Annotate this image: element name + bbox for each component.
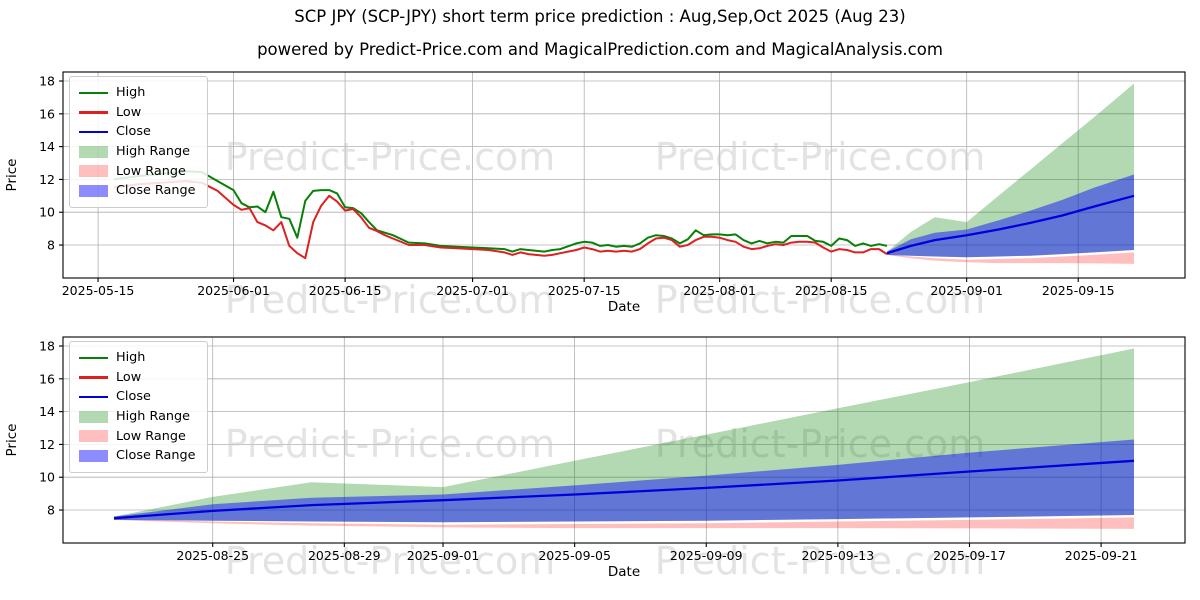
watermark-text: Predict-Price.com (655, 135, 986, 179)
legend-label: Close Range (116, 448, 196, 464)
watermark-text: Predict-Price.com (225, 422, 556, 466)
legend-line-swatch (79, 130, 108, 134)
y-tick-label: 10 (39, 470, 55, 485)
legend-item-low: Low (79, 103, 207, 123)
watermark-text: Predict-Price.com (225, 278, 556, 322)
legend-item-close-range: Close Range (79, 446, 207, 466)
axes-frame (62, 71, 1186, 279)
y-tick-label: 16 (39, 371, 55, 386)
axis-label-date: Date (608, 299, 640, 315)
watermark-text: Predict-Price.com (655, 278, 986, 322)
y-tick-label: 14 (39, 404, 55, 419)
legend-patch-swatch (79, 145, 108, 158)
watermark-text: Predict-Price.com (225, 135, 556, 179)
low-line (113, 180, 888, 260)
x-tick-label: 2025-07-01 (436, 283, 509, 298)
legend-item-high-range: High Range (79, 142, 207, 162)
legend-item-close: Close (79, 122, 207, 142)
x-tick-label: 2025-09-13 (802, 548, 875, 563)
legend-patch-swatch (79, 165, 108, 178)
high-line (113, 170, 888, 253)
page-title: SCP JPY (SCP-JPY) short term price predi… (294, 7, 906, 26)
x-tick-label: 2025-09-17 (933, 548, 1006, 563)
legend-patch-swatch (79, 449, 108, 462)
legend-patch-swatch (79, 184, 108, 197)
x-tick-label: 2025-09-15 (1042, 283, 1115, 298)
x-tick-label: 2025-09-05 (538, 548, 611, 563)
y-tick-label: 14 (39, 139, 55, 154)
y-tick-label: 18 (39, 74, 55, 89)
y-tick-label: 8 (47, 503, 55, 518)
legend-label: High (116, 85, 146, 101)
x-tick-label: 2025-09-01 (930, 283, 1003, 298)
legend-item-low-range: Low Range (79, 161, 207, 181)
legend-line-swatch (79, 356, 108, 360)
axis-label-price: Price (4, 424, 20, 457)
y-tick-label: 18 (39, 339, 55, 354)
x-tick-label: 2025-06-01 (197, 283, 270, 298)
close-line (886, 194, 1135, 255)
x-tick-label: 2025-08-25 (176, 548, 249, 563)
legend-line-swatch (79, 376, 108, 379)
legend-top-chart: High Low Close High Range Low Range Close Ran… (69, 76, 208, 208)
page-subtitle: powered by Predict-Price.com and Magical… (257, 40, 943, 59)
watermark-text: Predict-Price.com (655, 539, 986, 583)
x-tick-label: 2025-08-01 (683, 283, 756, 298)
legend-line-swatch (79, 111, 108, 114)
close-line (113, 459, 1135, 520)
legend-label: Low Range (116, 163, 186, 179)
legend-item-close: Close (79, 387, 207, 407)
legend-label: Low Range (116, 428, 186, 444)
y-tick-label: 10 (39, 205, 55, 220)
legend-patch-swatch (79, 430, 108, 443)
legend-item-close-range: Close Range (79, 181, 207, 201)
high-range-area (114, 348, 1134, 523)
x-tick-label: 2025-08-29 (308, 548, 381, 563)
legend-item-high: High (79, 83, 207, 103)
legend-label: Close Range (116, 183, 196, 199)
y-tick-label: 16 (39, 106, 55, 121)
y-tick-label: 8 (47, 238, 55, 253)
watermark-text: Predict-Price.com (655, 422, 986, 466)
axis-label-date: Date (608, 564, 640, 580)
x-tick-label: 2025-06-15 (309, 283, 382, 298)
low-range-area (114, 517, 1134, 529)
legend-line-swatch (79, 91, 108, 95)
close-range-area (114, 439, 1134, 523)
legend-item-high-range: High Range (79, 407, 207, 427)
x-tick-label: 2025-05-15 (62, 283, 135, 298)
legend-label: Low (116, 369, 142, 385)
legend-label: Low (116, 104, 142, 120)
legend-label: Close (116, 124, 151, 140)
x-tick-label: 2025-08-15 (795, 283, 868, 298)
low-range-area (887, 252, 1134, 264)
x-tick-label: 2025-07-15 (548, 283, 621, 298)
legend-label: High Range (116, 144, 191, 160)
legend-item-low: Low (79, 368, 207, 388)
legend-bottom-chart: High Low Close High Range Low Range Close Ran… (69, 341, 208, 473)
legend-line-swatch (79, 395, 108, 399)
legend-item-high: High (79, 348, 207, 368)
axis-label-price: Price (4, 159, 20, 192)
legend-label: High (116, 350, 146, 366)
y-tick-label: 12 (39, 172, 55, 187)
legend-label: High Range (116, 409, 191, 425)
x-tick-label: 2025-09-21 (1065, 548, 1138, 563)
legend-label: Close (116, 389, 151, 405)
legend-item-low-range: Low Range (79, 426, 207, 446)
close-range-area (887, 174, 1134, 258)
axes-frame (62, 336, 1186, 544)
y-tick-label: 12 (39, 437, 55, 452)
watermark-text: Predict-Price.com (225, 539, 556, 583)
x-tick-label: 2025-09-01 (407, 548, 480, 563)
legend-patch-swatch (79, 410, 108, 423)
x-tick-label: 2025-09-09 (670, 548, 743, 563)
